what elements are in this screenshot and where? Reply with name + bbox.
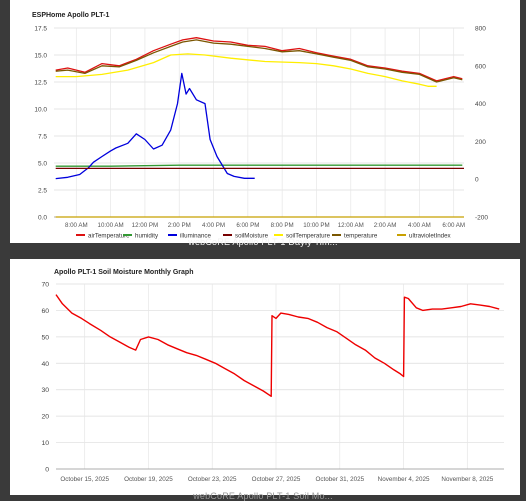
series-line-airTemperature [55, 37, 463, 82]
chart1-legend-label-ultravioletIndex: ultravioletIndex [409, 233, 452, 240]
chart1-xtick: 2:00 PM [168, 222, 191, 229]
chart2-ytick: 60 [41, 308, 49, 315]
monthly-line-chart: Apollo PLT-1 Soil Moisture Monthly Graph… [41, 269, 504, 483]
chart2-xtick: October 31, 2025 [315, 476, 364, 483]
chart1-xtick: 12:00 AM [338, 222, 364, 229]
series-line-soilTemperature [55, 53, 437, 87]
monthly-chart-panel: Apollo PLT-1 Soil Moisture Monthly Graph… [10, 259, 520, 495]
chart2-xtick: November 4, 2025 [378, 476, 430, 483]
chart1-ytick-left: 10.0 [34, 107, 47, 114]
soil-moisture-series-line [55, 294, 500, 398]
chart1-xtick: 4:00 AM [408, 222, 431, 229]
chart2-ytick: 10 [41, 440, 49, 447]
chart2-xtick: October 27, 2025 [252, 476, 301, 483]
chart1-xtick: 10:00 AM [98, 222, 124, 229]
chart2-ytick: 0 [45, 467, 49, 474]
chart1-ytick-left: 12.5 [34, 80, 47, 87]
chart1-ytick-right: 400 [475, 101, 486, 108]
chart1-ytick-right: 200 [475, 139, 486, 146]
chart2-xtick: October 23, 2025 [188, 476, 237, 483]
chart2-ytick: 40 [41, 361, 49, 368]
daily-chart-panel: ESPHome Apollo PLT-1 0.0 2.5 5.0 7.5 10.0 12.5… [10, 0, 520, 243]
chart1-ytick-left: 7.5 [38, 134, 47, 141]
chart1-ytick-right: -200 [475, 215, 488, 222]
chart1-ytick-right: 0 [475, 177, 479, 184]
chart1-ytick-left: 5.0 [38, 161, 47, 168]
series-line-temperature [55, 39, 463, 83]
chart2-ytick: 20 [41, 414, 49, 421]
chart2-title: Apollo PLT-1 Soil Moisture Monthly Graph [54, 269, 193, 276]
chart1-legend-label-airTemperature: airTemperature [88, 233, 130, 240]
chart1-xtick: 8:00 PM [271, 222, 294, 229]
chart1-legend-label-soilMoisture: soilMoisture [235, 233, 269, 240]
chart1-ytick-right: 600 [475, 63, 486, 70]
chart2-xtick: October 15, 2025 [60, 476, 109, 483]
chart1-legend-label-temperature: temperature [344, 233, 378, 240]
chart1-ytick-right: 800 [475, 26, 486, 33]
chart1-ytick-left: 15.0 [34, 53, 47, 60]
chart2-ytick: 70 [41, 282, 49, 289]
daily-line-chart: ESPHome Apollo PLT-1 0.0 2.5 5.0 7.5 10.0 12.5… [32, 12, 488, 240]
chart1-ytick-left: 0.0 [38, 215, 47, 222]
chart2-ytick: 30 [41, 387, 49, 394]
chart1-xtick: 2:00 AM [374, 222, 397, 229]
chart1-xtick: 6:00 PM [236, 222, 259, 229]
chart2-ytick: 50 [41, 334, 49, 341]
chart1-legend-label-illuminance: illuminance [180, 233, 212, 240]
chart2-xtick: November 8, 2025 [441, 476, 493, 483]
chart1-legend-label-soilTemperature: soilTemperature [286, 233, 331, 240]
daily-chart-caption: webCoRE Apollo PLT-1 Dayly Tim... [188, 237, 338, 247]
series-line-humidity [55, 164, 463, 167]
chart1-ytick-left: 2.5 [38, 188, 47, 195]
series-line-illuminance [55, 72, 255, 180]
chart1-xtick: 12:00 PM [132, 222, 158, 229]
chart1-xtick: 6:00 AM [442, 222, 465, 229]
chart2-xtick: October 19, 2025 [124, 476, 173, 483]
monthly-chart-caption: webCoRE Apollo PLT-1 Soil Mo... [193, 491, 333, 501]
chart1-xtick: 10:00 PM [303, 222, 329, 229]
chart1-title: ESPHome Apollo PLT-1 [32, 12, 110, 19]
chart1-xtick: 4:00 PM [202, 222, 225, 229]
chart1-legend-label-humidity: humidity [135, 233, 159, 240]
chart1-ytick-left: 17.5 [34, 26, 47, 33]
chart1-xtick: 8:00 AM [65, 222, 88, 229]
